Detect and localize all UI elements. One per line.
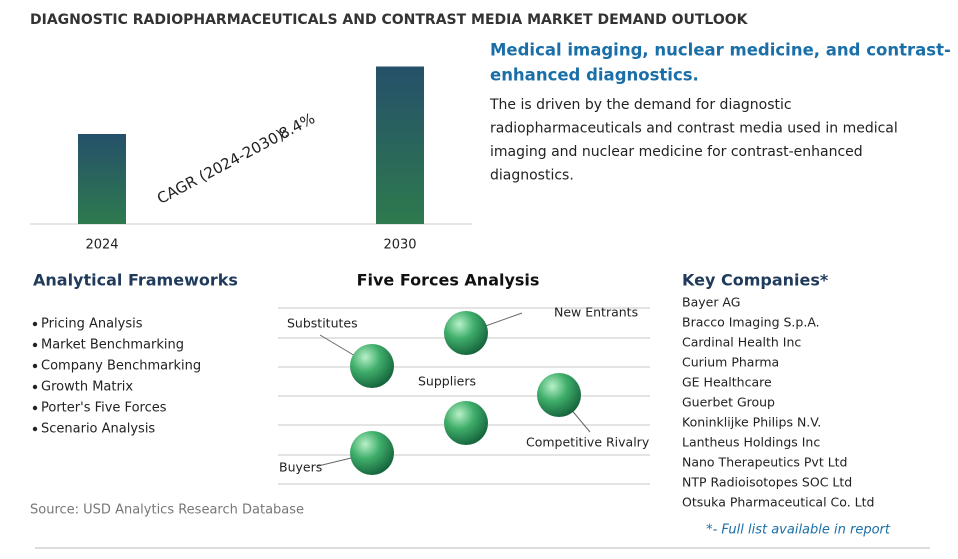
framework-item: Scenario Analysis <box>41 422 155 437</box>
company: Guerbet Group <box>682 395 775 410</box>
summary: Medical imaging, nuclear medicine, and c… <box>489 41 951 184</box>
bullet <box>32 321 38 327</box>
bullet <box>32 405 38 411</box>
cagr-value: 8.4% <box>276 109 318 143</box>
company: Lantheus Holdings Inc <box>682 435 820 450</box>
company: GE Healthcare <box>682 375 772 390</box>
framework-item: Pricing Analysis <box>41 317 143 332</box>
companies: Bayer AG Bracco Imaging S.p.A. Cardinal He… <box>682 295 874 510</box>
force-label: Suppliers <box>418 374 476 389</box>
force-label: Buyers <box>279 460 322 475</box>
bullet <box>32 342 38 348</box>
five-forces-diagram <box>278 307 650 485</box>
company: Bayer AG <box>682 295 740 310</box>
force-label: Substitutes <box>287 316 358 331</box>
company: Bracco Imaging S.p.A. <box>682 315 820 330</box>
source: Source: USD Analytics Research Database <box>30 503 304 518</box>
summary-body: radiopharmaceuticals and contrast media … <box>490 121 898 137</box>
frameworks-title: Analytical Frameworks <box>33 271 238 290</box>
framework-item: Porter's Five Forces <box>41 401 167 416</box>
bullet <box>32 363 38 369</box>
framework-item: Growth Matrix <box>41 380 133 395</box>
x-label: 2024 <box>85 238 118 253</box>
company: NTP Radioisotopes SOC Ltd <box>682 475 852 490</box>
five-forces-title: Five Forces Analysis <box>357 271 540 290</box>
title: DIAGNOSTIC RADIOPHARMACEUTICALS AND CONT… <box>30 12 749 28</box>
cagr: CAGR (2024-2030): 8.4% <box>154 109 318 208</box>
bar-chart: 2024 2030 <box>78 66 424 253</box>
framework-item: Company Benchmarking <box>41 359 201 374</box>
summary-body: The is driven by the demand for diagnost… <box>489 97 792 113</box>
summary-body: imaging and nuclear medicine for contras… <box>490 144 863 160</box>
cagr-label: CAGR (2024-2030): <box>154 123 291 207</box>
summary-body: diagnostics. <box>490 168 574 184</box>
x-label: 2030 <box>383 238 416 253</box>
company: Otsuka Pharmaceutical Co. Ltd <box>682 495 874 510</box>
bar <box>376 66 424 224</box>
company: Koninklijke Philips N.V. <box>682 415 821 430</box>
summary-heading: Medical imaging, nuclear medicine, and c… <box>490 41 951 60</box>
companies-note: *- Full list available in report <box>706 523 891 538</box>
five-forces-labels: Substitutes New Entrants Suppliers Competit… <box>279 305 650 475</box>
bullet <box>32 426 38 432</box>
frameworks: Pricing Analysis Market Benchmarking Compa… <box>32 317 201 437</box>
company: Curium Pharma <box>682 355 779 370</box>
bullet <box>32 384 38 390</box>
framework-item: Market Benchmarking <box>41 338 184 353</box>
companies-title: Key Companies* <box>682 271 829 290</box>
bar <box>78 134 126 224</box>
company: Cardinal Health Inc <box>682 335 801 350</box>
company: Nano Therapeutics Pvt Ltd <box>682 455 848 470</box>
force-label: New Entrants <box>554 305 638 320</box>
force-label: Competitive Rivalry <box>526 435 650 450</box>
summary-heading: enhanced diagnostics. <box>490 66 699 85</box>
